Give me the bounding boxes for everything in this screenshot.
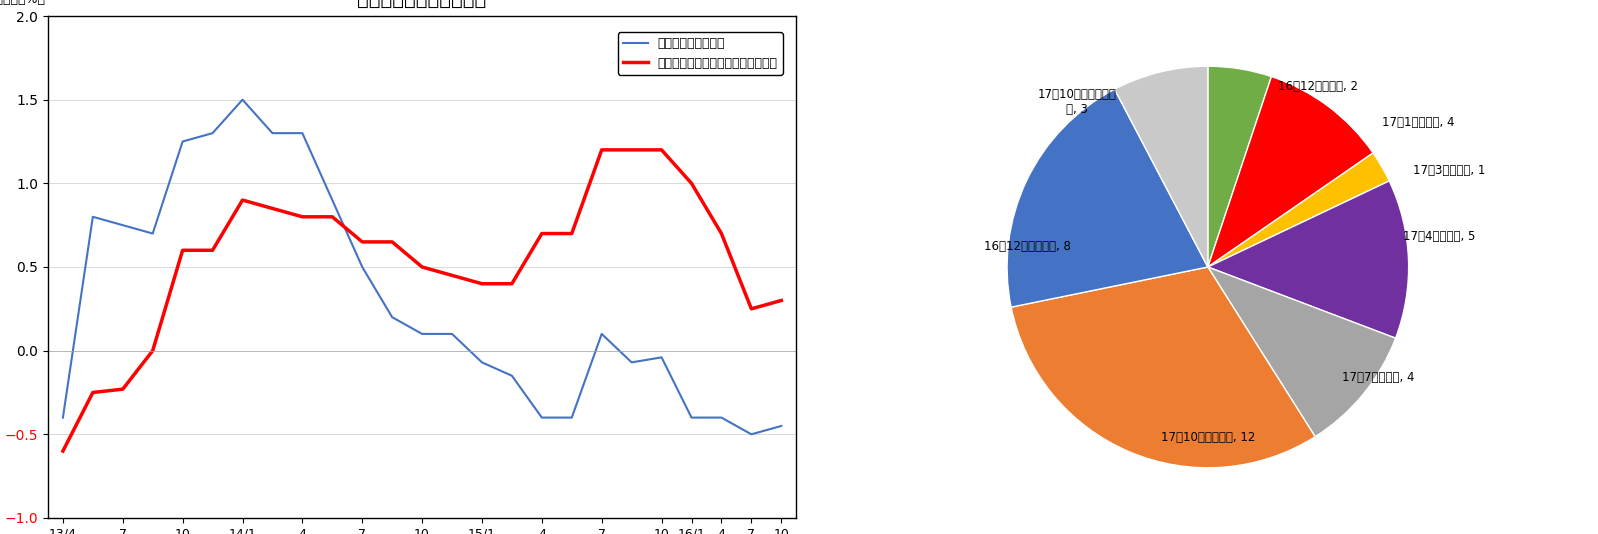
Text: 17年1月頃緩和, 4: 17年1月頃緩和, 4 bbox=[1382, 116, 1454, 129]
Text: （前年比：%）: （前年比：%） bbox=[0, 0, 45, 6]
Wedge shape bbox=[1208, 66, 1272, 267]
Text: 17年10月以降緩和, 12: 17年10月以降緩和, 12 bbox=[1160, 431, 1254, 444]
Text: 17年4月頃緩和, 5: 17年4月頃緩和, 5 bbox=[1403, 230, 1475, 244]
Text: 17年3月頃緩和, 1: 17年3月頃緩和, 1 bbox=[1413, 164, 1485, 177]
Wedge shape bbox=[1007, 89, 1208, 307]
Text: 17年7月頃緩和, 4: 17年7月頃緩和, 4 bbox=[1342, 371, 1414, 384]
Text: 16年12月以降中立, 8: 16年12月以降中立, 8 bbox=[984, 240, 1071, 254]
Wedge shape bbox=[1012, 267, 1315, 468]
Text: 16年12月頃緩和, 2: 16年12月頃緩和, 2 bbox=[1278, 80, 1358, 93]
Wedge shape bbox=[1208, 181, 1409, 338]
Title: 消費者物価上昇率の推移: 消費者物価上昇率の推移 bbox=[358, 0, 487, 9]
Text: 17年10月以降引き締
め, 3: 17年10月以降引き締 め, 3 bbox=[1039, 88, 1117, 116]
Wedge shape bbox=[1208, 153, 1389, 267]
Wedge shape bbox=[1114, 66, 1208, 267]
Wedge shape bbox=[1208, 267, 1395, 437]
Legend: 生鮮食品を除く総合, 生鮮食品及びエネルギーを除く総合: 生鮮食品を除く総合, 生鮮食品及びエネルギーを除く総合 bbox=[617, 33, 783, 75]
Wedge shape bbox=[1208, 76, 1373, 267]
